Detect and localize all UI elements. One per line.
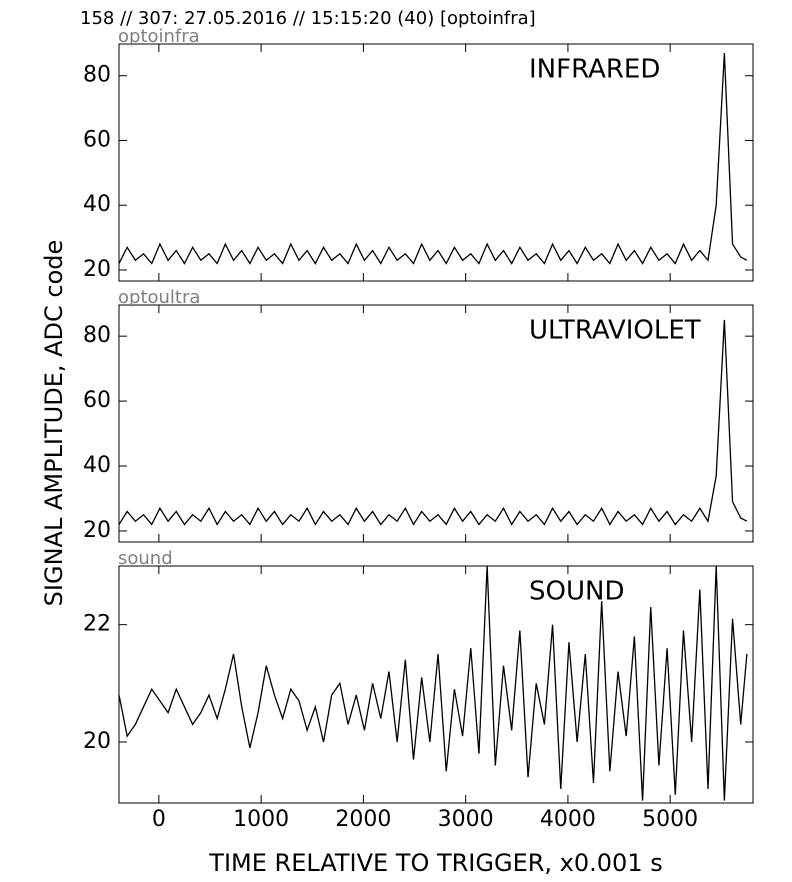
y-tick-label: 40 [83,453,111,478]
panel-annotation: ULTRAVIOLET [529,316,701,346]
x-tick-label: 4000 [540,807,596,832]
y-tick-label: 20 [83,729,111,754]
signal-line [119,566,748,801]
y-tick-label: 60 [83,388,111,413]
x-tick-label: 2000 [335,807,391,832]
y-tick-label: 22 [83,612,111,637]
y-tick-label: 80 [83,323,111,348]
panel-label: optoultra [118,287,200,308]
signal-line [119,319,748,526]
y-tick-label: 40 [83,192,111,217]
axes-frame [118,43,754,282]
panel-label: optoinfra [118,26,200,47]
x-tick-label: 3000 [438,807,494,832]
panel-annotation: SOUND [529,577,624,607]
y-tick-label: 80 [83,63,111,88]
x-axis-label: TIME RELATIVE TO TRIGGER, x0.001 s [208,849,662,877]
axes-frame [118,304,754,543]
y-tick-label: 60 [83,127,111,152]
signal-line [119,53,748,265]
figure-title: 158 // 307: 27.05.2016 // 15:15:20 (40) … [80,8,536,29]
axes-frame [118,565,754,804]
y-tick-label: 20 [83,518,111,543]
y-axis-label: SIGNAL AMPLITUDE, ADC code [40,240,68,607]
panel-label: sound [118,548,173,569]
panel-annotation: INFRARED [529,55,660,85]
x-tick-label: 0 [152,807,166,832]
x-tick-label: 5000 [642,807,698,832]
x-tick-label: 1000 [233,807,289,832]
y-tick-label: 20 [83,257,111,282]
